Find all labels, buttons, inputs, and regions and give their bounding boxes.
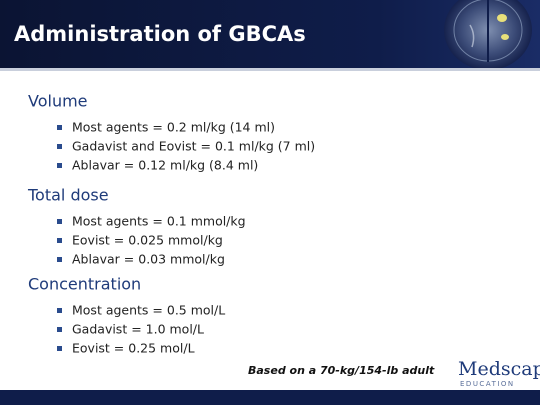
bullet [57, 346, 62, 351]
bullet-text: Gadavist and Eovist = 0.1 ml/kg (7 ml) [72, 139, 315, 154]
logo-text: Medscape [458, 358, 540, 380]
slide-body: Volume Most agents = 0.2 ml/kg (14 ml) Gad… [27, 92, 315, 356]
bullet-text: Most agents = 0.2 ml/kg (14 ml) [72, 120, 275, 135]
bullet-text: Ablavar = 0.03 mmol/kg [72, 252, 225, 267]
logo: Medscape EDUCATION [458, 358, 540, 388]
bullet [57, 219, 62, 224]
footer-band [0, 390, 540, 405]
bullet [57, 327, 62, 332]
bullet-text: Most agents = 0.5 mol/L [72, 303, 225, 318]
footnote: Based on a 70-kg/154-lb adult [248, 364, 435, 377]
header-rule [0, 68, 540, 71]
bullet-text: Most agents = 0.1 mmol/kg [72, 214, 246, 229]
bullet [57, 238, 62, 243]
section-heading: Volume [28, 92, 88, 111]
section-heading: Total dose [27, 186, 109, 205]
bullet [57, 144, 62, 149]
bullet-text: Gadavist = 1.0 mol/L [72, 322, 204, 337]
bullet [57, 308, 62, 313]
logo-subtext: EDUCATION [460, 380, 515, 388]
slide-title: Administration of GBCAs [14, 22, 306, 46]
bullet [57, 125, 62, 130]
bullet [57, 257, 62, 262]
bullet-text: Eovist = 0.025 mmol/kg [72, 233, 223, 248]
bullet-text: Eovist = 0.25 mol/L [72, 341, 195, 356]
bullet [57, 163, 62, 168]
section-heading: Concentration [28, 275, 141, 294]
bullet-text: Ablavar = 0.12 ml/kg (8.4 ml) [72, 158, 258, 173]
brain-image [444, 0, 532, 70]
